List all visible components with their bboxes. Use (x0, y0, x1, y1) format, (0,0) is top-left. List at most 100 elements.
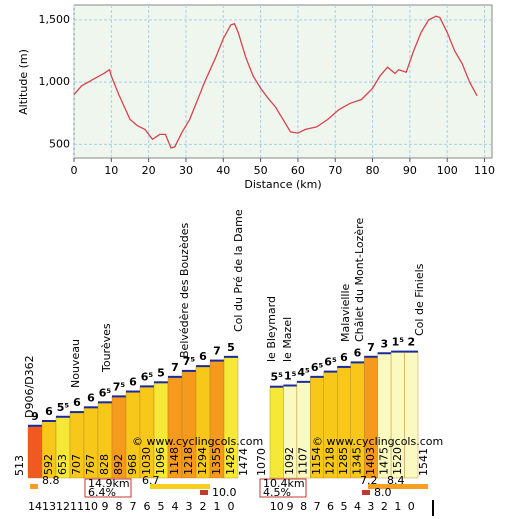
gradient-label: 7 (213, 345, 221, 358)
altitude-label: 1218 (182, 447, 195, 475)
km-label: 8 (116, 500, 123, 513)
gradient-label: 5 (157, 366, 165, 379)
altitude-label: 1148 (168, 447, 181, 475)
x-tick-label: 60 (291, 164, 305, 177)
km-label: 0 (408, 500, 415, 513)
altitude-label: 1070 (255, 448, 268, 476)
km-label: 1 (214, 500, 221, 513)
gradient-label: 4⁵ (297, 366, 310, 379)
km-label: 5 (341, 500, 348, 513)
gradient-label: 7⁵ (183, 355, 196, 368)
altitude-label: 1541 (417, 448, 430, 476)
km-label: 9 (287, 500, 294, 513)
km-label: 6 (144, 500, 151, 513)
gradient-label: 6⁵ (311, 361, 324, 374)
km-label: 4 (172, 500, 179, 513)
x-tick-label: 30 (179, 164, 193, 177)
plot-area (73, 4, 493, 159)
climb-average: 6.4% (88, 486, 116, 499)
km-label: 10 (84, 500, 98, 513)
gradient-label: 3 (381, 337, 389, 350)
y-tick-label: 1,000 (39, 75, 71, 88)
gradient-label: 7 (367, 341, 375, 354)
place-label: Belvédère des Bouzèdes (178, 223, 191, 358)
gradient-bar (404, 351, 419, 479)
gradient-label: 9 (31, 410, 39, 423)
y-axis-label: Altitude (m) (17, 49, 30, 115)
max-slope-label: 10.0 (212, 486, 237, 499)
place-label: le Bleymard (265, 296, 278, 362)
place-label: Malaviellle (339, 283, 352, 342)
gradient-label: 5 (227, 341, 235, 354)
gradient-label: 6⁵ (99, 386, 112, 399)
place-label: le Mazel (281, 317, 294, 362)
altitude-label: 892 (112, 454, 125, 475)
max-slope-bar (150, 484, 210, 489)
y-tick-label: 500 (49, 137, 70, 150)
max-slope-label: 8.8 (42, 474, 60, 487)
km-label: 10 (270, 500, 284, 513)
gradient-label: 6 (340, 351, 348, 364)
altitude-label: 1096 (154, 447, 167, 475)
km-label: 8 (300, 500, 307, 513)
place-label: Col de Finiels (413, 263, 426, 336)
km-label: 1 (394, 500, 401, 513)
altitude-label: 1475 (377, 447, 390, 475)
altitude-label: 1285 (337, 447, 350, 475)
altitude-label: 1426 (224, 447, 237, 475)
max-slope-bar (200, 490, 208, 495)
km-label: 14 (28, 500, 42, 513)
gradient-label: 5⁵ (270, 371, 283, 384)
x-tick-label: 10 (104, 164, 118, 177)
gradient-bar (27, 425, 43, 479)
credit: © www.cyclingcols.com (312, 435, 443, 448)
x-tick-label: 0 (71, 164, 78, 177)
max-slope-label: 6.7 (142, 474, 160, 487)
altitude-label: 1355 (210, 447, 223, 475)
km-label: 2 (381, 500, 388, 513)
gradient-label: 6 (87, 391, 95, 404)
km-label: 0 (228, 500, 235, 513)
altitude-label: 767 (84, 454, 97, 475)
gradient-label: 6 (199, 350, 207, 363)
credit: © www.cyclingcols.com (132, 435, 263, 448)
x-axis-label: Distance (km) (244, 178, 321, 191)
max-slope-label: 8.4 (387, 474, 405, 487)
altitude-label: 1107 (297, 447, 310, 475)
gradient-label: 6 (354, 346, 362, 359)
max-slope-label: 8.0 (374, 486, 392, 499)
x-tick-label: 90 (403, 164, 417, 177)
altitude-label: 1474 (237, 448, 250, 476)
gradient-label: 5⁵ (57, 401, 70, 414)
gradient-bar (269, 386, 284, 479)
km-label: 3 (367, 500, 374, 513)
x-tick-label: 50 (254, 164, 268, 177)
y-tick-label: 1,500 (39, 13, 71, 26)
altitude-label: 592 (42, 454, 55, 475)
gradient-label: 6 (129, 376, 137, 389)
climb-length: 14.9km (88, 477, 130, 490)
road-label: D906/D362 (23, 355, 36, 418)
gradient-label: 6⁵ (141, 370, 154, 383)
altitude-label: 707 (70, 454, 83, 475)
altitude-label: 968 (126, 454, 139, 475)
climb-length: 10.4km (263, 477, 305, 490)
km-label: 2 (200, 500, 207, 513)
place-label: Col du Pré de la Dame (232, 209, 245, 332)
km-label: 4 (354, 500, 361, 513)
max-slope-label: 7.2 (360, 474, 378, 487)
gradient-label: 1⁵ (392, 336, 405, 349)
km-label: 11 (70, 500, 84, 513)
stat-box (84, 478, 132, 498)
place-label: Nouveau (69, 339, 82, 388)
gradient-label: 2 (407, 336, 415, 349)
km-label: 7 (130, 500, 137, 513)
gradient-label: 6 (45, 405, 53, 418)
altitude-label: 1345 (350, 447, 363, 475)
gradient-label: 6⁵ (324, 356, 337, 369)
altitude-label: 1030 (140, 447, 153, 475)
altitude-label: 828 (98, 454, 111, 475)
x-tick-label: 70 (328, 164, 342, 177)
km-label: 6 (327, 500, 334, 513)
